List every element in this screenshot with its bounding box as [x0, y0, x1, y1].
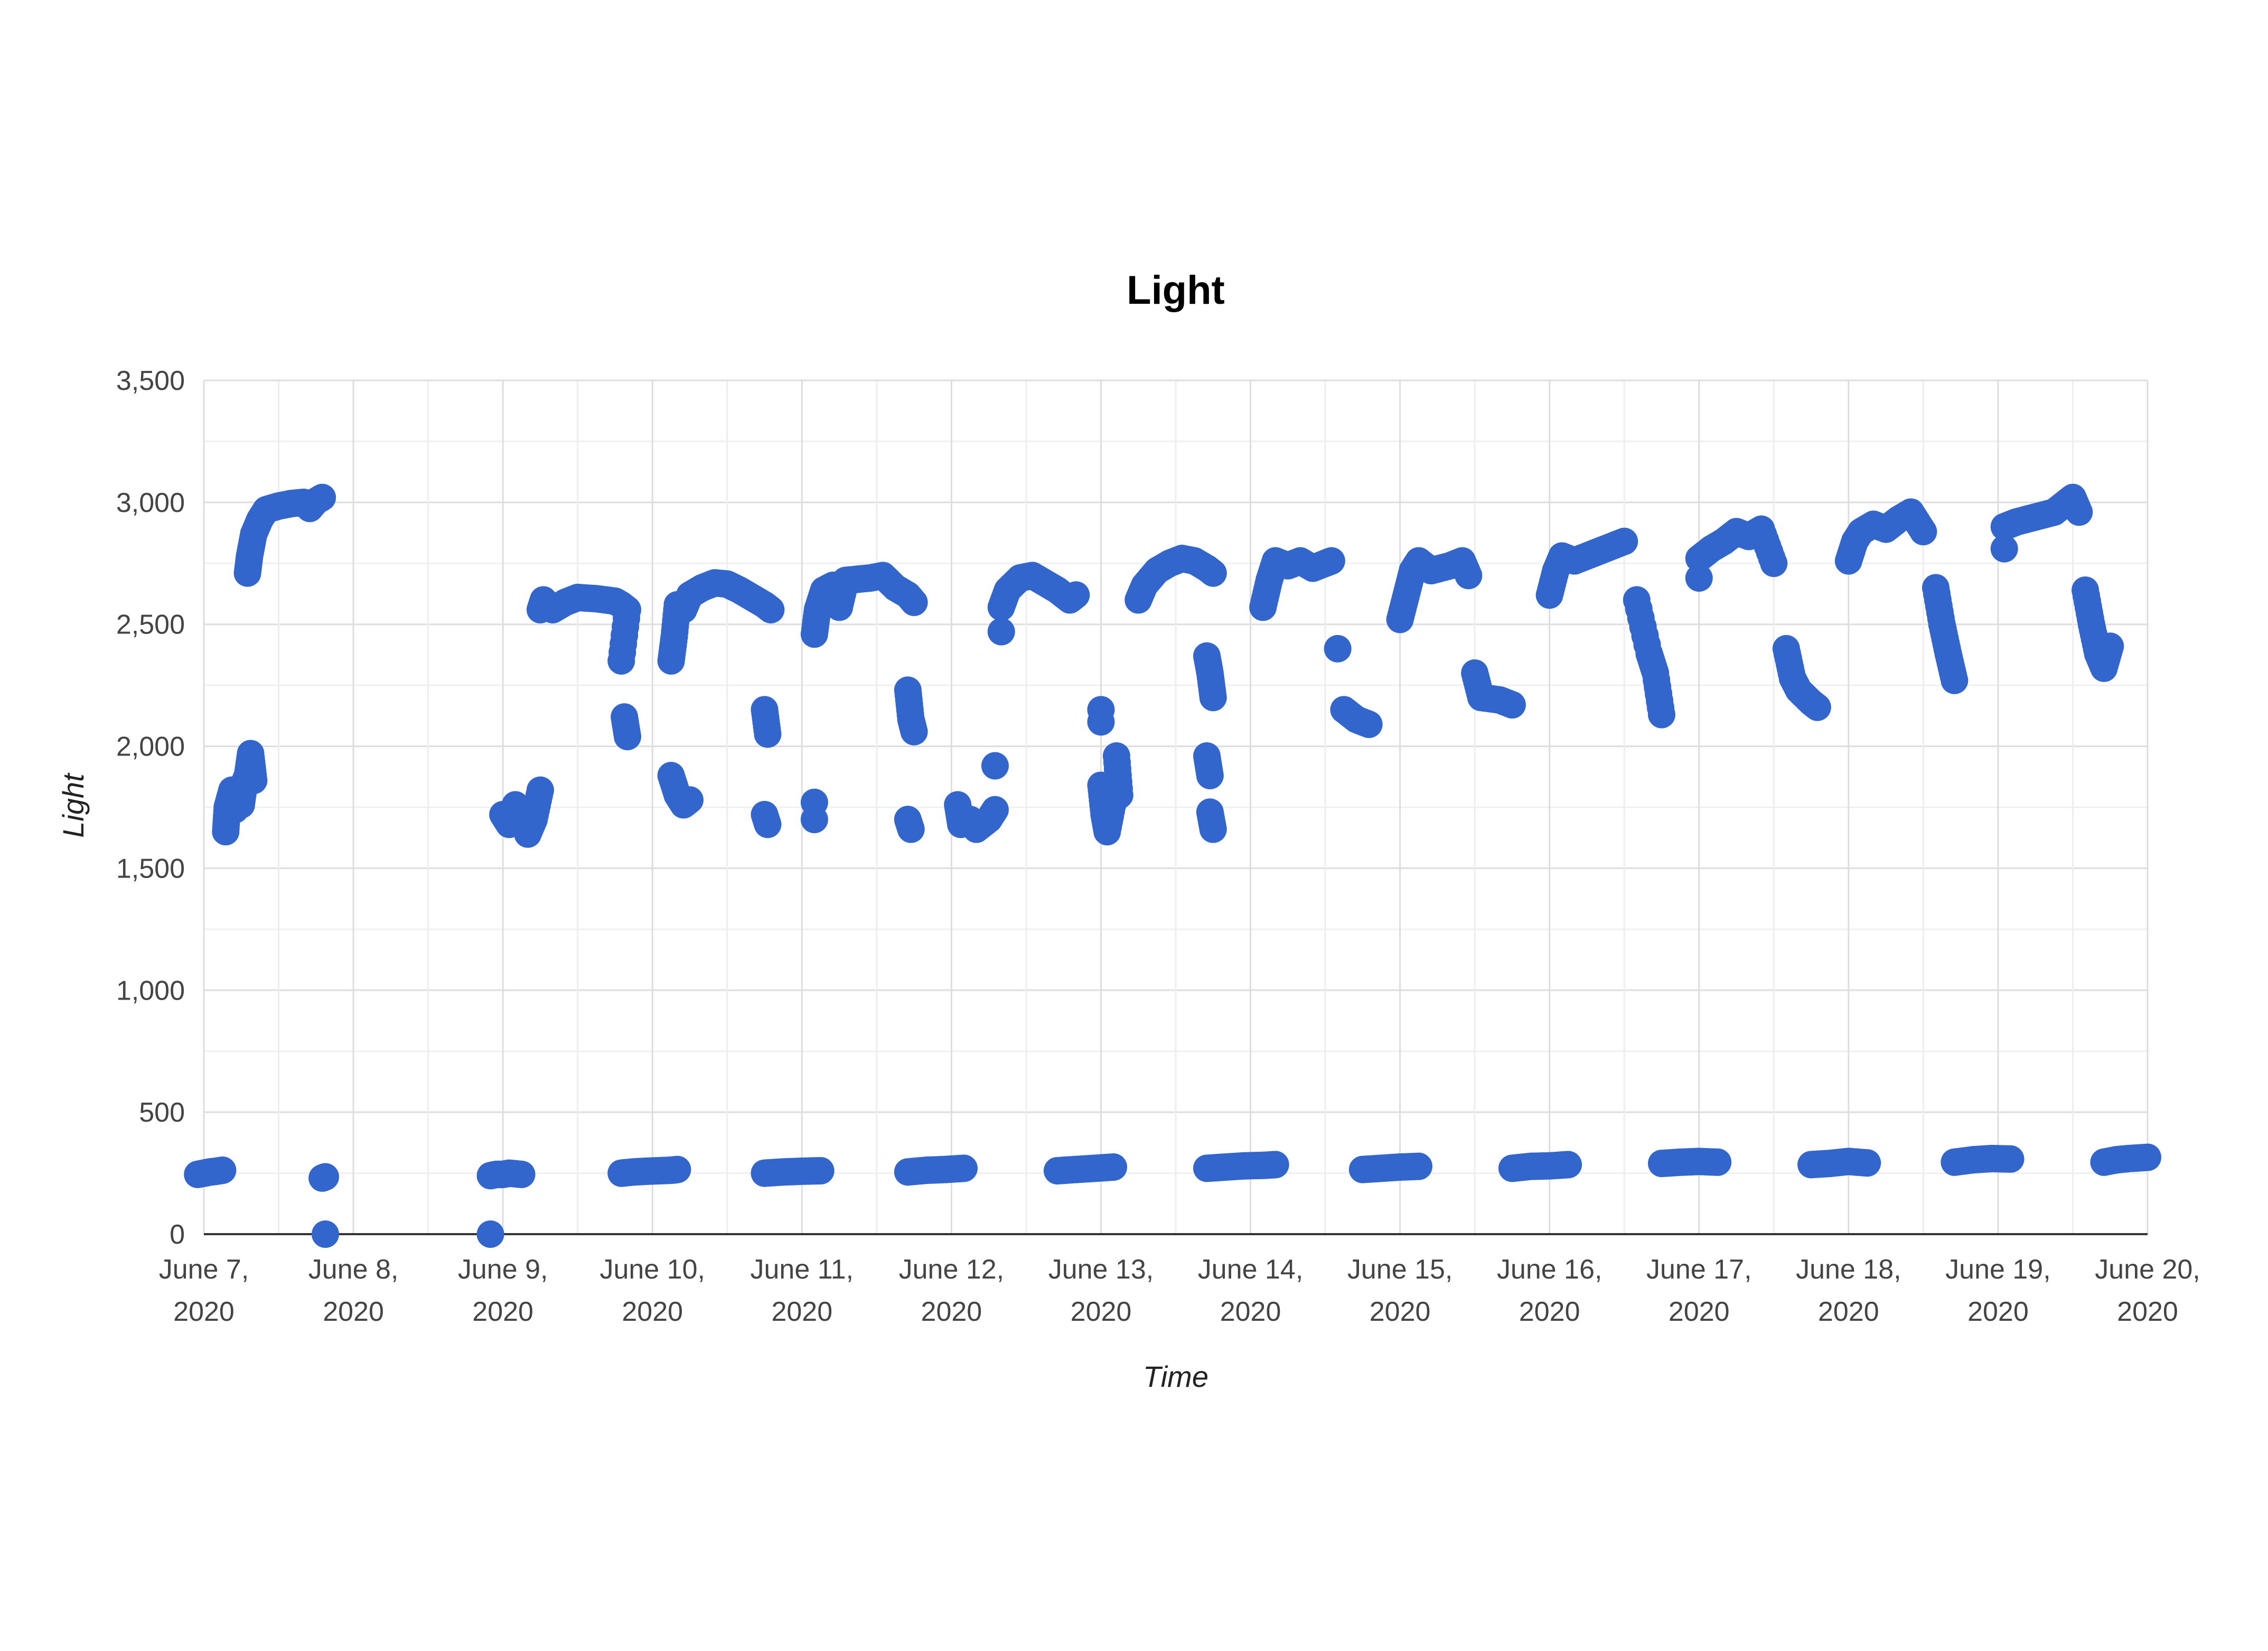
data-point [312, 1220, 339, 1248]
data-point [1648, 701, 1675, 729]
data-point [312, 1163, 339, 1191]
x-tick-label-year: 2020 [2117, 1296, 2178, 1327]
y-tick-label: 3,000 [116, 488, 185, 518]
data-point [1554, 1151, 1582, 1179]
x-tick-label-year: 2020 [921, 1296, 982, 1327]
data-point [2065, 498, 2093, 526]
data-point [663, 1155, 691, 1183]
data-point [1610, 527, 1638, 555]
data-point [1455, 562, 1483, 590]
data-point [754, 810, 782, 838]
data-points [184, 483, 2161, 1248]
data-point [209, 1156, 237, 1184]
data-point [1199, 684, 1227, 712]
x-tick-label: June 9, [458, 1254, 548, 1285]
y-tick-label: 3,500 [116, 366, 185, 396]
data-point [1990, 535, 2018, 563]
data-point [754, 720, 782, 748]
x-tick-label: June 12, [899, 1254, 1005, 1285]
data-point [1997, 1145, 2025, 1173]
data-point [308, 483, 336, 511]
x-tick-label-year: 2020 [1818, 1296, 1879, 1327]
data-point [1196, 761, 1224, 789]
data-point [950, 1154, 978, 1182]
x-tick-label-year: 2020 [472, 1296, 533, 1327]
x-tick-label-year: 2020 [1071, 1296, 1132, 1327]
data-point [1087, 708, 1115, 736]
x-tick-label: June 20, [2095, 1254, 2200, 1285]
y-tick-label: 1,500 [116, 853, 185, 884]
x-tick-label-year: 2020 [1519, 1296, 1580, 1327]
data-point [676, 786, 704, 814]
data-point [476, 1220, 504, 1248]
data-point [1199, 559, 1227, 587]
x-tick-label-year: 2020 [1220, 1296, 1281, 1327]
x-tick-label: June 8, [308, 1254, 399, 1285]
data-point [1803, 693, 1831, 721]
y-tick-label: 2,000 [116, 732, 185, 762]
data-point [1704, 1148, 1732, 1176]
axes [203, 379, 2149, 1235]
x-tick-label-year: 2020 [173, 1296, 235, 1327]
data-point [240, 767, 268, 795]
data-point [1355, 711, 1383, 739]
y-tick-label: 1,000 [116, 975, 185, 1006]
data-point [1760, 549, 1788, 577]
data-point [526, 776, 554, 804]
y-axis-title: Light [57, 772, 90, 838]
data-point [800, 788, 828, 816]
x-tick-label-year: 2020 [1370, 1296, 1431, 1327]
data-point [1685, 564, 1713, 592]
data-point [1317, 547, 1345, 575]
data-point [1941, 666, 1969, 694]
data-point [2134, 1143, 2161, 1171]
data-point [900, 589, 928, 617]
data-point [1909, 518, 1937, 546]
data-point [897, 815, 925, 843]
y-tick-labels: 0 500 1,000 1,500 2,000 2,500 3,000 3,500 [116, 366, 185, 1250]
data-point [757, 596, 785, 624]
data-point [1853, 1149, 1881, 1177]
data-point [987, 618, 1015, 646]
data-point [1100, 1153, 1128, 1181]
data-point [1062, 581, 1090, 609]
data-point [1102, 742, 1130, 770]
x-tick-label: June 14, [1198, 1254, 1304, 1285]
x-tick-label-year: 2020 [1669, 1296, 1730, 1327]
data-point [1405, 1152, 1432, 1180]
data-point [1199, 815, 1227, 843]
y-tick-label: 500 [139, 1097, 185, 1128]
data-point [1324, 635, 1352, 663]
data-point [607, 647, 635, 675]
y-tick-label: 0 [170, 1219, 185, 1250]
x-tick-label-year: 2020 [1967, 1296, 2029, 1327]
x-tick-label: June 13, [1048, 1254, 1154, 1285]
chart-title: Light [1127, 268, 1225, 313]
x-tick-label-year: 2020 [622, 1296, 683, 1327]
x-tick-label: June 7, [159, 1254, 249, 1285]
data-point [981, 752, 1009, 780]
data-point [981, 796, 1009, 824]
data-point [614, 723, 642, 751]
data-point [900, 717, 928, 745]
x-tick-label-year: 2020 [323, 1296, 384, 1327]
x-tick-labels: June 7, 2020 June 8, 2020 June 9, 2020 June 10… [159, 1254, 2200, 1327]
x-tick-label: June 19, [1945, 1254, 2051, 1285]
data-point [1498, 691, 1526, 719]
x-tick-label: June 18, [1796, 1254, 1901, 1285]
x-tick-label: June 11, [750, 1254, 854, 1285]
x-tick-label: June 16, [1497, 1254, 1602, 1285]
data-point [807, 1156, 835, 1184]
x-tick-label: June 10, [599, 1254, 705, 1285]
x-axis-title: Time [1143, 1360, 1208, 1393]
y-tick-label: 2,500 [116, 610, 185, 640]
data-point [1261, 1151, 1289, 1179]
x-tick-label: June 15, [1347, 1254, 1453, 1285]
data-point [2096, 632, 2124, 660]
data-point [508, 1160, 536, 1188]
x-tick-label-year: 2020 [771, 1296, 832, 1327]
x-tick-label: June 17, [1646, 1254, 1752, 1285]
